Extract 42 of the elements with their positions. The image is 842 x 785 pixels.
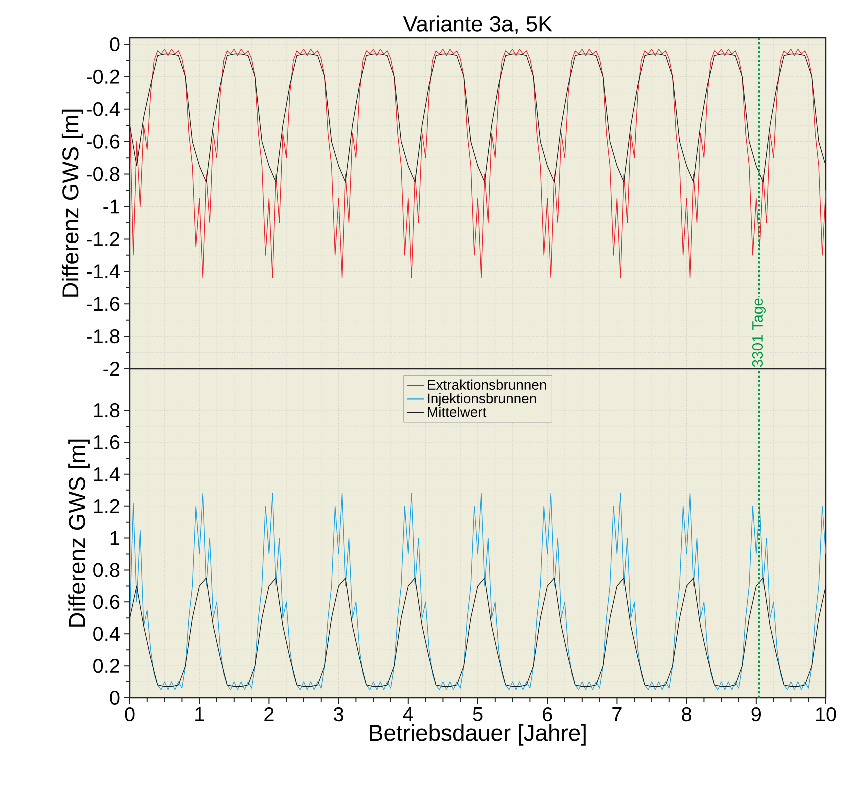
x-tick-label: 6 (543, 708, 552, 722)
y-tick-label: -0.6 (87, 134, 120, 149)
x-tick-label: 0 (125, 708, 135, 722)
x-tick-label: 3 (334, 708, 344, 722)
y-tick-label: 1.2 (94, 499, 120, 514)
y-tick-label: -1.2 (87, 232, 120, 246)
y-tick-label: -1.6 (87, 297, 120, 312)
chart-title: Variante 3a, 5K (403, 16, 552, 34)
y-tick-label: 0.2 (94, 659, 120, 674)
y-tick-label: 0.6 (94, 595, 120, 610)
y-tick-label: -0.2 (87, 70, 120, 84)
y-tick-label: 0 (110, 690, 120, 706)
y-axis-title: Differenz GWS [m] (68, 440, 90, 627)
x-tick-label: 7 (612, 708, 622, 722)
legend-label: Mittelwert (428, 406, 487, 418)
x-tick-label: 10 (816, 708, 836, 722)
y-tick-label: 1.8 (94, 403, 120, 418)
x-tick-label: 2 (264, 708, 274, 722)
x-tick-label: 4 (403, 708, 414, 722)
y-tick-label: 1 (110, 531, 120, 546)
y-tick-label: 0.4 (94, 627, 120, 642)
line-series (130, 493, 826, 690)
x-axis-title: Betriebsdauer [Jahre] (370, 724, 586, 746)
x-tick-label: 9 (752, 708, 762, 722)
x-tick-label: 1 (196, 708, 204, 722)
x-tick-label: 8 (682, 708, 692, 722)
text: Extraktionsbrunnen (428, 380, 546, 390)
y-tick-label: -1 (104, 200, 120, 214)
y-tick-label: -0.8 (87, 167, 120, 182)
y-tick-label: 1.6 (94, 435, 120, 450)
y-tick-label: -0.4 (87, 102, 120, 116)
ref-line-label: 3301 Tage (752, 298, 766, 368)
y-axis-title: Differenz GWS [m] (62, 110, 84, 297)
y-tick-label: -1.4 (87, 264, 120, 279)
y-tick-label: 0 (110, 37, 120, 52)
line-series (130, 49, 826, 278)
y-tick-label: -1.8 (87, 330, 120, 344)
y-tick-label: 0.8 (94, 563, 120, 578)
x-tick-label: 5 (473, 708, 483, 722)
y-tick-label: 1.4 (94, 468, 120, 482)
y-tick-label: -2 (104, 362, 120, 376)
legend-label: Injektionsbrunnen (428, 393, 536, 406)
